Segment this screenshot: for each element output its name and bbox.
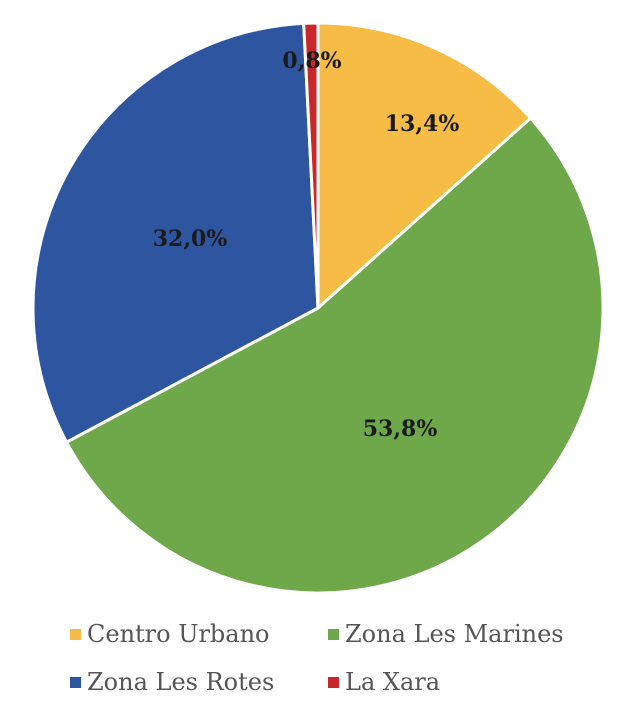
data-label: 0,8%	[282, 48, 341, 74]
pie-slice-zona-les-marines	[65, 116, 605, 595]
legend-label: Zona Les Marines	[345, 620, 564, 648]
pie-slice-la-xara	[302, 21, 320, 310]
legend: Centro Urbano Zona Les Marines Zona Les …	[0, 620, 634, 725]
pie-chart: 13,4% 53,8% 32,0% 0,8%	[31, 21, 605, 595]
legend-swatch-icon	[328, 676, 339, 688]
legend-swatch-icon	[70, 676, 81, 688]
legend-label: La Xara	[345, 668, 441, 696]
legend-swatch-icon	[328, 628, 339, 640]
legend-label: Zona Les Rotes	[87, 668, 275, 696]
data-label: 32,0%	[153, 226, 228, 252]
pie-slice-zona-les-rotes	[31, 21, 320, 444]
legend-item-centro-urbano: Centro Urbano	[70, 620, 270, 648]
legend-label: Centro Urbano	[87, 620, 270, 648]
pie-data-labels: 13,4% 53,8% 32,0% 0,8%	[153, 48, 460, 442]
legend-item-la-xara: La Xara	[328, 668, 440, 696]
data-label: 53,8%	[363, 416, 438, 442]
pie-slice-centro-urbano	[316, 21, 533, 310]
pie-slices	[31, 21, 605, 595]
legend-item-zona-les-marines: Zona Les Marines	[328, 620, 564, 648]
legend-swatch-icon	[70, 628, 81, 640]
data-label: 13,4%	[385, 111, 460, 137]
legend-item-zona-les-rotes: Zona Les Rotes	[70, 668, 274, 696]
